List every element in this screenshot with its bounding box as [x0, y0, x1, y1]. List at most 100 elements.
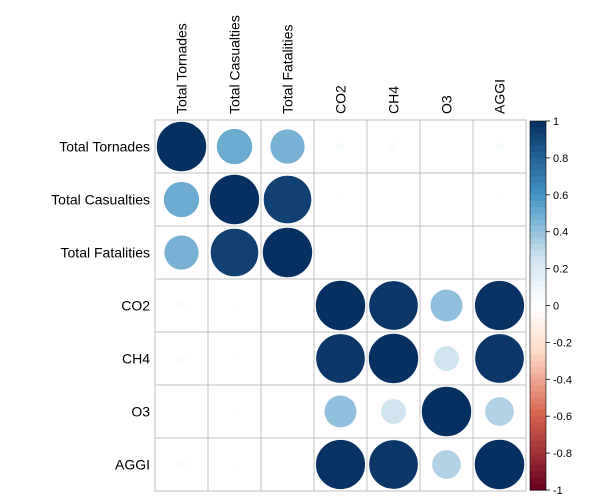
colorbar-band: [530, 323, 546, 331]
colorbar-band: [530, 416, 546, 423]
colorbar-band: [530, 145, 546, 153]
colorbar-band: [530, 434, 546, 442]
correlation-circle: [262, 227, 313, 278]
correlation-circle: [474, 333, 525, 384]
colorbar-band: [530, 188, 546, 196]
column-label: Total Tornades: [174, 23, 190, 114]
matrix-cell: [472, 225, 527, 280]
colorbar-band: [530, 305, 546, 313]
correlation-circle: [164, 235, 199, 270]
correlation-circle: [177, 354, 186, 363]
colorbar-band: [530, 262, 546, 270]
correlation-circle: [270, 129, 305, 164]
row-label: Total Tornades: [59, 139, 150, 155]
colorbar-band: [530, 397, 546, 405]
correlation-circle: [216, 128, 253, 165]
correlation-circle: [336, 142, 345, 151]
colorbar-band: [530, 348, 546, 356]
correlation-circle: [444, 197, 449, 202]
row-label: O3: [131, 404, 150, 420]
colorbar-band: [530, 422, 546, 430]
colorbar-band: [530, 182, 546, 190]
colorbar-band: [530, 391, 546, 399]
colorbar-band: [530, 330, 546, 337]
correlation-circle: [495, 142, 504, 151]
colorbar-band: [530, 465, 546, 473]
colorbar-band: [530, 385, 546, 393]
colorbar-band: [530, 379, 546, 387]
matrix-cell: [154, 384, 209, 439]
colorbar-tick-label: -0.4: [553, 374, 572, 386]
colorbar-band: [530, 336, 546, 343]
row-label: CO2: [121, 298, 150, 314]
colorbar-band: [530, 225, 546, 233]
correlation-circle: [432, 450, 461, 479]
correlation-circle: [430, 289, 463, 322]
colorbar-band: [530, 354, 546, 362]
correlation-circle: [474, 439, 525, 490]
correlation-circle: [368, 333, 419, 384]
matrix-cell: [260, 437, 315, 492]
colorbar-band: [530, 293, 546, 300]
correlation-circle: [315, 280, 366, 331]
colorbar-band: [530, 121, 546, 128]
colorbar-band: [530, 231, 546, 239]
colorbar-tick-label: 0: [553, 301, 559, 313]
colorbar-band: [530, 459, 546, 466]
correlation-circle: [315, 333, 366, 384]
colorbar-band: [530, 157, 546, 165]
colorbar-tick-label: 0.2: [553, 264, 568, 276]
colorbar-band: [530, 200, 546, 208]
colorbar-band: [530, 194, 546, 202]
colorbar-band: [530, 256, 546, 264]
correlation-circle: [368, 280, 419, 331]
colorbar-band: [530, 133, 546, 141]
colorbar-tick-label: 1: [553, 116, 559, 128]
row-label: Total Fatalities: [61, 245, 150, 261]
column-labels: Total Tornades Total Casualties Total Fata…: [174, 15, 508, 114]
colorbar-tick-label: -0.8: [553, 448, 572, 460]
correlation-circle: [434, 346, 459, 371]
correlation-circle: [177, 301, 186, 310]
matrix-cell: [366, 225, 421, 280]
colorbar-band: [530, 244, 546, 251]
correlation-circle: [232, 356, 237, 361]
colorbar-band: [530, 219, 546, 227]
correlation-circles: [156, 121, 525, 490]
matrix-cell: [313, 384, 368, 439]
colorbar-band: [530, 373, 546, 380]
matrix-cell: [260, 331, 315, 386]
colorbar-band: [530, 176, 546, 184]
row-labels: Total Tornades Total Casualties Total Fata…: [51, 139, 150, 473]
correlation-circle: [156, 121, 207, 172]
colorbar-band: [530, 428, 546, 436]
matrix-cell: [260, 384, 315, 439]
matrix-cell: [313, 225, 368, 280]
colorbar: [529, 120, 547, 491]
matrix-cell: [419, 119, 474, 174]
correlation-circle: [232, 409, 237, 414]
colorbar-band: [530, 250, 546, 257]
colorbar-band: [530, 403, 546, 411]
colorbar-tick-label: -0.6: [553, 411, 572, 423]
colorbar-band: [530, 237, 546, 245]
colorbar-band: [530, 471, 546, 479]
correlation-circle: [177, 460, 186, 469]
correlation-circle: [421, 386, 472, 437]
row-label: CH4: [122, 351, 150, 367]
column-label: CO2: [333, 85, 349, 114]
correlation-circle: [338, 197, 343, 202]
correlation-circle: [368, 439, 419, 490]
correlation-circle: [209, 174, 260, 225]
correlation-circle: [232, 303, 237, 308]
colorbar-band: [530, 440, 546, 448]
colorbar-band: [530, 268, 546, 276]
colorbar-band: [530, 367, 546, 374]
colorbar-band: [530, 127, 546, 134]
correlation-circle: [381, 399, 406, 424]
colorbar-band: [530, 213, 546, 220]
colorbar-band: [530, 342, 546, 350]
colorbar-band: [530, 170, 546, 177]
correlation-circle: [391, 197, 396, 202]
